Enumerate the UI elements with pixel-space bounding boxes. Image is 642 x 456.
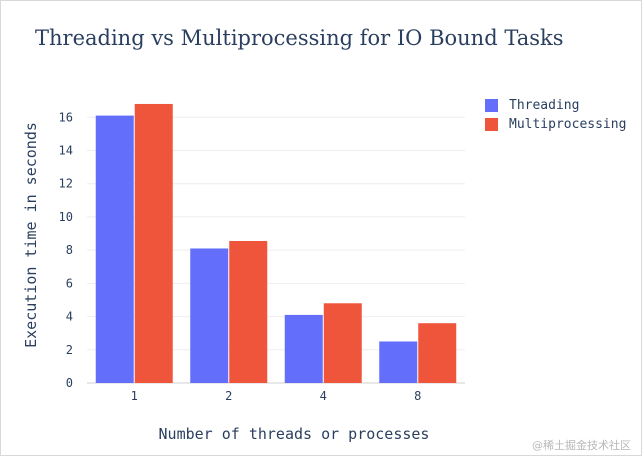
y-tick-label: 10 xyxy=(59,210,73,224)
bar-threading-1[interactable] xyxy=(95,115,134,384)
y-tick-label: 4 xyxy=(66,310,73,324)
y-tick-label: 6 xyxy=(66,276,73,290)
bar-multiprocessing-2[interactable] xyxy=(229,240,268,383)
legend[interactable]: Threading Multiprocessing xyxy=(485,98,626,132)
watermark-text: @稀土掘金技术社区 xyxy=(532,438,631,452)
y-tick-label: 8 xyxy=(66,243,73,257)
y-axis-title: Execution time in seconds xyxy=(22,122,40,348)
bar-threading-4[interactable] xyxy=(284,314,323,383)
x-axis-title: Number of threads or processes xyxy=(159,425,430,443)
legend-label: Threading xyxy=(509,98,579,113)
bar-threading-2[interactable] xyxy=(190,248,229,383)
y-tick-label: 0 xyxy=(66,376,73,390)
chart-title: Threading vs Multiprocessing for IO Boun… xyxy=(35,26,564,50)
bar-multiprocessing-1[interactable] xyxy=(134,103,173,383)
y-tick-label: 2 xyxy=(66,343,73,357)
x-tick-label: 4 xyxy=(320,389,327,403)
y-tick-label: 12 xyxy=(59,177,73,191)
bars xyxy=(95,103,457,384)
y-tick-labels: 0 2 4 6 8 10 12 14 16 xyxy=(59,110,73,390)
legend-item-multiprocessing[interactable]: Multiprocessing xyxy=(485,117,626,132)
legend-swatch xyxy=(485,118,498,131)
legend-swatch xyxy=(485,99,498,112)
y-tick-label: 14 xyxy=(59,143,73,157)
legend-item-threading[interactable]: Threading xyxy=(485,98,579,113)
y-tick-label: 16 xyxy=(59,110,73,124)
x-tick-labels: 1 2 4 8 xyxy=(131,389,422,403)
bar-threading-8[interactable] xyxy=(379,341,418,383)
x-tick-label: 2 xyxy=(225,389,232,403)
x-tick-label: 8 xyxy=(414,389,421,403)
legend-label: Multiprocessing xyxy=(509,117,626,132)
bar-multiprocessing-4[interactable] xyxy=(323,303,362,383)
bar-multiprocessing-8[interactable] xyxy=(418,323,457,383)
x-tick-label: 1 xyxy=(131,389,138,403)
